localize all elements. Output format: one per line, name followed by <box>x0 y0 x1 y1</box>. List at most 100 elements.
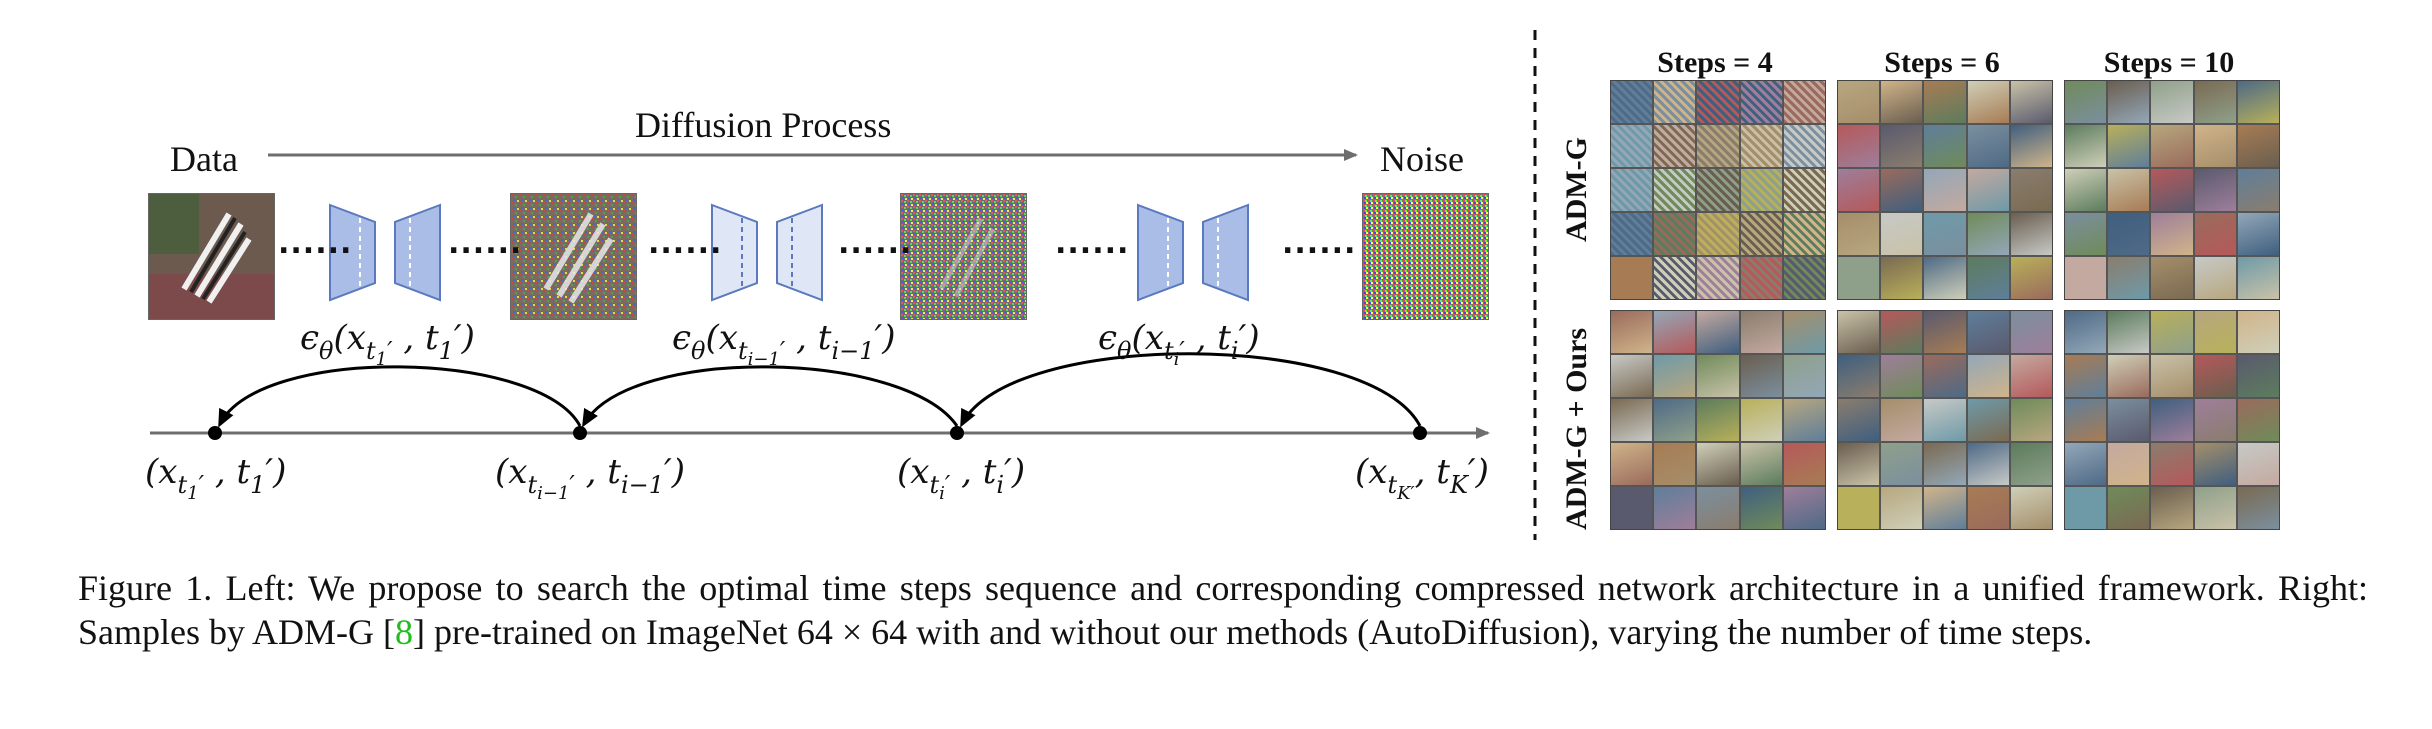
dots-6: ...... <box>1282 226 1357 261</box>
data-label: Data <box>170 139 238 179</box>
sample-thumbnail <box>1967 81 2009 123</box>
sample-thumbnail <box>1967 399 2009 441</box>
sample-thumbnail <box>2010 355 2052 397</box>
sample-thumbnail <box>2065 213 2107 255</box>
dots-1: ...... <box>278 226 353 261</box>
sample-thumbnail <box>1881 311 1923 353</box>
sample-thumbnail <box>1611 311 1653 353</box>
sample-thumbnail <box>2237 311 2279 353</box>
sample-thumbnail <box>2010 443 2052 485</box>
panel-divider <box>1533 30 1537 540</box>
network-block-2 <box>711 203 823 302</box>
sample-thumbnail <box>1838 443 1880 485</box>
sample-thumbnail <box>1924 125 1966 167</box>
sample-thumbnail <box>2108 257 2150 299</box>
column-header-steps-4: Steps = 4 <box>1657 46 1773 79</box>
sample-thumbnail <box>2065 125 2107 167</box>
sample-thumbnail <box>1967 355 2009 397</box>
sample-thumbnail <box>2151 125 2193 167</box>
network-block-1 <box>329 203 441 302</box>
timeline-label-4: (xtK′, tK′) <box>1355 452 1489 504</box>
sample-thumbnail <box>1740 487 1782 529</box>
sample-thumbnail <box>1611 257 1653 299</box>
sample-grid-ours-6 <box>1837 310 2053 530</box>
sample-thumbnail <box>1881 257 1923 299</box>
sample-thumbnail <box>1881 81 1923 123</box>
timeline-point-3 <box>950 426 964 440</box>
sample-thumbnail <box>1611 443 1653 485</box>
sample-thumbnail <box>1967 169 2009 211</box>
sample-thumbnail <box>2108 81 2150 123</box>
dots-5: ...... <box>1055 226 1130 261</box>
sample-thumbnail <box>1697 257 1739 299</box>
diagram-lines <box>150 149 1490 440</box>
sample-thumbnail <box>1924 443 1966 485</box>
sample-thumbnail <box>1838 169 1880 211</box>
sample-thumbnail <box>1611 169 1653 211</box>
sample-thumbnail <box>2065 355 2107 397</box>
dots-4: ...... <box>838 226 913 261</box>
sample-thumbnail <box>1783 213 1825 255</box>
noisy-image-1 <box>510 193 637 320</box>
sample-thumbnail <box>2010 399 2052 441</box>
sample-thumbnail <box>2065 257 2107 299</box>
sample-thumbnail <box>1654 169 1696 211</box>
sample-thumbnail <box>1654 125 1696 167</box>
noise-image <box>1362 193 1489 320</box>
sample-thumbnail <box>2237 443 2279 485</box>
sample-thumbnail <box>1838 213 1880 255</box>
sample-thumbnail <box>1783 125 1825 167</box>
sample-thumbnail <box>1740 311 1782 353</box>
sample-thumbnail <box>2237 487 2279 529</box>
sample-thumbnail <box>2237 169 2279 211</box>
sample-thumbnail <box>2237 125 2279 167</box>
model-label-3: ϵθ(xti′ , ti′) <box>1098 318 1260 370</box>
timeline-label-3: (xti′ , ti′) <box>897 452 1026 504</box>
caption-citation-link[interactable]: 8 <box>395 612 413 652</box>
sample-thumbnail <box>1881 213 1923 255</box>
sample-grid-admg-6 <box>1837 80 2053 300</box>
sample-thumbnail <box>2010 125 2052 167</box>
sample-thumbnail <box>2010 311 2052 353</box>
sample-grid-admg-10 <box>2064 80 2280 300</box>
sample-thumbnail <box>2108 355 2150 397</box>
sample-thumbnail <box>1697 443 1739 485</box>
sample-thumbnail <box>1838 257 1880 299</box>
row-header-admg-ours: ADM-G + Ours <box>1560 327 1593 530</box>
sample-thumbnail <box>1697 487 1739 529</box>
noisy-image-2 <box>900 193 1027 320</box>
sample-thumbnail <box>2194 169 2236 211</box>
sample-thumbnail <box>1697 311 1739 353</box>
sample-thumbnail <box>2108 125 2150 167</box>
dots-2: ...... <box>448 226 523 261</box>
sample-thumbnail <box>1697 213 1739 255</box>
sample-thumbnail <box>2194 125 2236 167</box>
noise-label: Noise <box>1380 139 1464 179</box>
sample-thumbnail <box>1654 443 1696 485</box>
sample-thumbnail <box>1967 257 2009 299</box>
sample-thumbnail <box>1783 399 1825 441</box>
timeline-point-1 <box>208 426 222 440</box>
sample-grid-admg-4 <box>1610 80 1826 300</box>
sample-thumbnail <box>1881 169 1923 211</box>
sample-thumbnail <box>2151 311 2193 353</box>
sample-thumbnail <box>1654 81 1696 123</box>
sample-thumbnail <box>1611 487 1653 529</box>
sample-thumbnail <box>1654 399 1696 441</box>
sample-thumbnail <box>2151 81 2193 123</box>
sample-thumbnail <box>1740 169 1782 211</box>
sample-thumbnail <box>2108 487 2150 529</box>
sample-thumbnail <box>2151 443 2193 485</box>
sample-thumbnail <box>1783 311 1825 353</box>
sample-thumbnail <box>1783 81 1825 123</box>
sample-grid-ours-10 <box>2064 310 2280 530</box>
curved-arrow-3 <box>960 352 1422 428</box>
sample-thumbnail <box>2194 443 2236 485</box>
network-block-3 <box>1137 203 1249 302</box>
sample-thumbnail <box>2237 355 2279 397</box>
dots-3: ...... <box>648 226 723 261</box>
sample-thumbnail <box>1783 169 1825 211</box>
sample-thumbnail <box>1740 81 1782 123</box>
sample-thumbnail <box>1740 213 1782 255</box>
sample-thumbnail <box>1740 355 1782 397</box>
